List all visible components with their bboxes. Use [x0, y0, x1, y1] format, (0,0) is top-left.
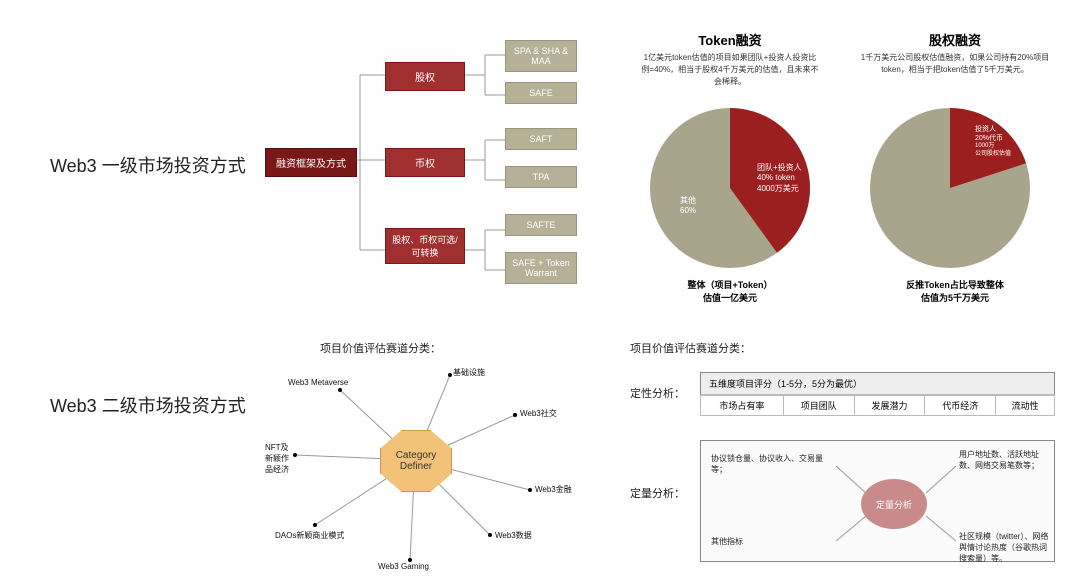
section1-title: Web3 一级市场投资方式 — [50, 152, 246, 178]
section2-title: Web3 二级市场投资方式 — [50, 392, 246, 418]
pie2-b-l2: 20%代币 — [975, 134, 1011, 143]
pie1-b-l3: 4000万美元 — [757, 184, 802, 194]
pie2-b-l3: 1000万 — [975, 143, 1011, 151]
tree-mid-equity: 股权 — [385, 62, 465, 91]
qual-label: 定性分析： — [630, 385, 685, 401]
quant-br: 社区规模（twitter）、网络舆情讨论热度（谷歌热词搜索量）等。 — [959, 531, 1054, 564]
quant-bl: 其他指标 — [711, 536, 831, 547]
pie1-other-lbl: 其他 60% — [680, 195, 696, 215]
dot-2 — [528, 488, 532, 492]
dot-7 — [338, 388, 342, 392]
pie1-f1: 整体（项目+Token） — [640, 278, 820, 291]
pie1-other-pct: 60% — [680, 206, 696, 215]
col-0: 市场占有率 — [701, 396, 784, 416]
eval-title: 项目价值评估赛道分类： — [630, 340, 751, 356]
radial-lbl-1: Web3社交 — [520, 408, 557, 419]
pie2-b-l4: 公司股权估值 — [975, 151, 1011, 159]
pie1-b-l1: 团队+投资人 — [757, 163, 802, 173]
pie1-team-lbl: 团队+投资人 40% token 4000万美元 — [757, 163, 802, 194]
pie2-b-l1: 投资人 — [975, 125, 1011, 134]
radial-lbl-6: NFT及新颖作品经济 — [265, 442, 295, 475]
tree-mid-convert: 股权、币权可选/可转换 — [385, 228, 465, 264]
qual-table: 五维度项目评分（1-5分，5分为最优） 市场占有率 项目团队 发展潜力 代币经济… — [700, 372, 1055, 416]
tree-mid-token: 币权 — [385, 148, 465, 177]
tree-leaf-spa: SPA & SHA & MAA — [505, 40, 577, 72]
pie2-f1: 反推Token占比导致整体 — [860, 278, 1050, 291]
pie1-foot: 整体（项目+Token） 估值一亿美元 — [640, 278, 820, 304]
radial-lbl-4: Web3 Gaming — [378, 562, 429, 571]
radial-lbl-7: Web3 Metaverse — [288, 378, 348, 387]
radial-lbl-3: Web3数据 — [495, 530, 532, 541]
quant-circle: 定量分析 — [861, 479, 927, 529]
tree-leaf-tpa: TPA — [505, 166, 577, 188]
pie1-f2: 估值一亿美元 — [640, 291, 820, 304]
pie2-f2: 估值为5千万美元 — [860, 291, 1050, 304]
tree-root: 融资框架及方式 — [265, 148, 357, 177]
pie2-desc: 1千万美元公司股权估值融资，如果公司持有20%项目token，相当于把token… — [855, 52, 1055, 76]
col-4: 流动性 — [996, 396, 1055, 416]
radial-lbl-5: DAOs新颖商业模式 — [275, 530, 344, 541]
quant-label: 定量分析： — [630, 485, 685, 501]
pie2-foot: 反推Token占比导致整体 估值为5千万美元 — [860, 278, 1050, 304]
tree-leaf-safe: SAFE — [505, 82, 577, 104]
tbl-head: 五维度项目评分（1-5分，5分为最优） — [700, 372, 1055, 395]
tree-leaf-saft: SAFT — [505, 128, 577, 150]
dot-3 — [488, 533, 492, 537]
col-2: 发展潜力 — [854, 396, 925, 416]
tree-leaf-safte: SAFTE — [505, 214, 577, 236]
pie1-desc: 1亿美元token估值的项目如果团队+投资人投资比例=40%，相当于股权4千万美… — [640, 52, 820, 88]
quant-box: 定量分析 协议锁仓量、协议收入、交易量等； 用户地址数、活跃地址数、网络交易笔数… — [700, 440, 1055, 562]
pie2-b-lbl: 投资人 20%代币 1000万 公司股权估值 — [975, 125, 1011, 159]
dot-5 — [313, 523, 317, 527]
pie1-title: Token融资 — [640, 30, 820, 49]
radial-lbl-0: 基础设施 — [453, 367, 485, 378]
pie1-b-l2: 40% token — [757, 173, 802, 183]
quant-tl: 协议锁仓量、协议收入、交易量等； — [711, 453, 831, 475]
dot-0 — [448, 373, 452, 377]
radial-title: 项目价值评估赛道分类： — [320, 340, 441, 356]
dot-1 — [513, 413, 517, 417]
pie1-other-text: 其他 — [680, 196, 696, 205]
radial-lbl-2: Web3金融 — [535, 484, 572, 495]
col-1: 项目团队 — [783, 396, 854, 416]
quant-tr: 用户地址数、活跃地址数、网络交易笔数等； — [959, 449, 1054, 471]
pie2-title: 股权融资 — [860, 30, 1050, 49]
col-3: 代币经济 — [925, 396, 996, 416]
tree-leaf-safewarrant: SAFE + Token Warrant — [505, 252, 577, 284]
